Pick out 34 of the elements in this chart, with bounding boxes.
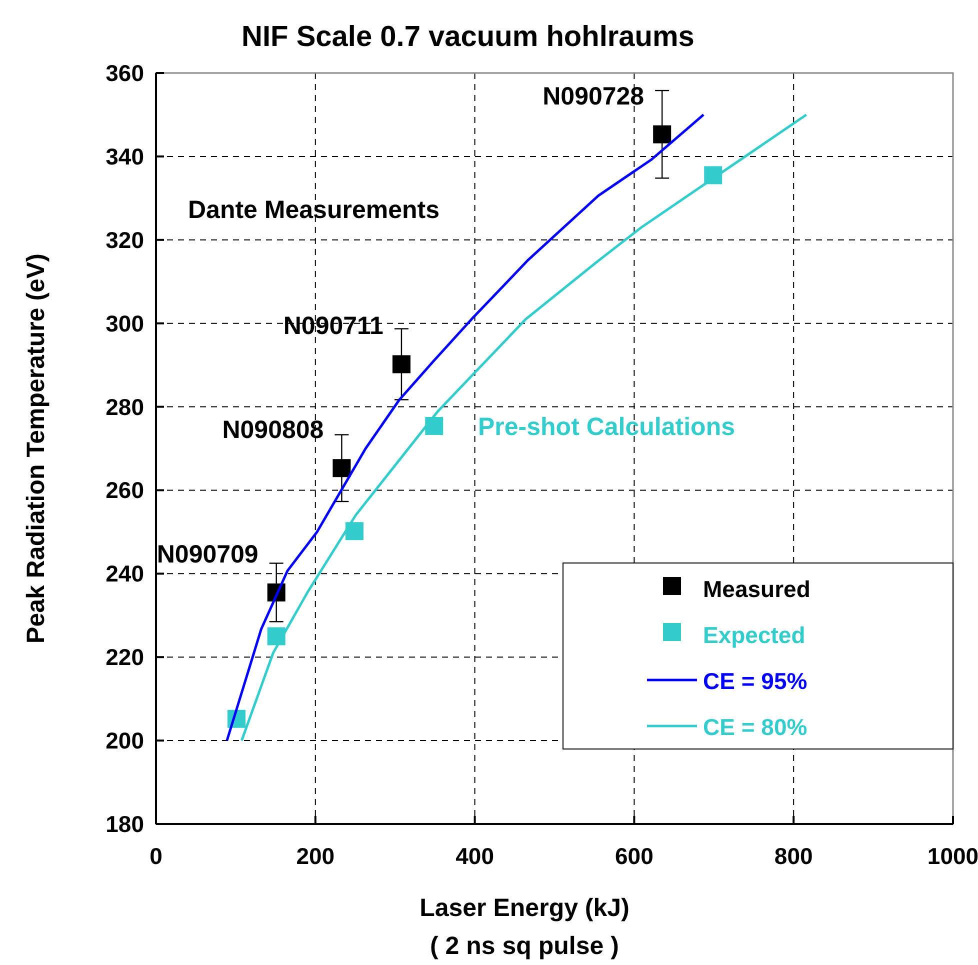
y-tick-label: 180 bbox=[106, 811, 144, 837]
point bbox=[425, 416, 444, 435]
x-tick-label: 600 bbox=[615, 843, 654, 869]
legend-label: CE = 95% bbox=[703, 668, 808, 694]
chart-title: NIF Scale 0.7 vacuum hohlraums bbox=[242, 21, 694, 53]
y-tick-label: 220 bbox=[106, 644, 144, 670]
y-tick-label: 240 bbox=[106, 560, 144, 587]
y-tick-label: 300 bbox=[106, 310, 144, 336]
legend-label: Measured bbox=[703, 576, 810, 602]
x-tick-label: 800 bbox=[774, 843, 813, 869]
x-axis-title: Laser Energy (kJ) ( 2 ns sq pulse ) bbox=[420, 894, 630, 960]
annotation: N090808 bbox=[222, 416, 324, 444]
annotation: Pre-shot Calculations bbox=[478, 413, 735, 441]
x-tick-label: 200 bbox=[296, 843, 335, 869]
point bbox=[345, 522, 364, 540]
y-tick-label: 360 bbox=[106, 60, 144, 86]
annotation: N090711 bbox=[283, 312, 384, 340]
y-tick-label: 260 bbox=[106, 477, 144, 504]
annotation: N090728 bbox=[542, 82, 644, 110]
y-tick-label: 340 bbox=[106, 143, 144, 170]
annotation: Dante Measurements bbox=[188, 196, 440, 224]
x-tick-label: 0 bbox=[150, 843, 162, 869]
x-tick-label: 400 bbox=[456, 843, 494, 869]
point bbox=[653, 125, 672, 144]
y-tick-label: 200 bbox=[106, 728, 144, 754]
y-axis-title: Peak Radiation Temperature (eV) bbox=[22, 254, 50, 644]
point bbox=[332, 459, 351, 478]
y-tick-label: 280 bbox=[106, 394, 144, 420]
legend-label: CE = 80% bbox=[703, 714, 808, 740]
x-tick-label: 1000 bbox=[927, 843, 978, 869]
legend-label: Expected bbox=[703, 622, 806, 648]
point bbox=[392, 355, 410, 374]
annotation: N090709 bbox=[156, 540, 258, 568]
y-tick-label: 320 bbox=[106, 226, 144, 253]
